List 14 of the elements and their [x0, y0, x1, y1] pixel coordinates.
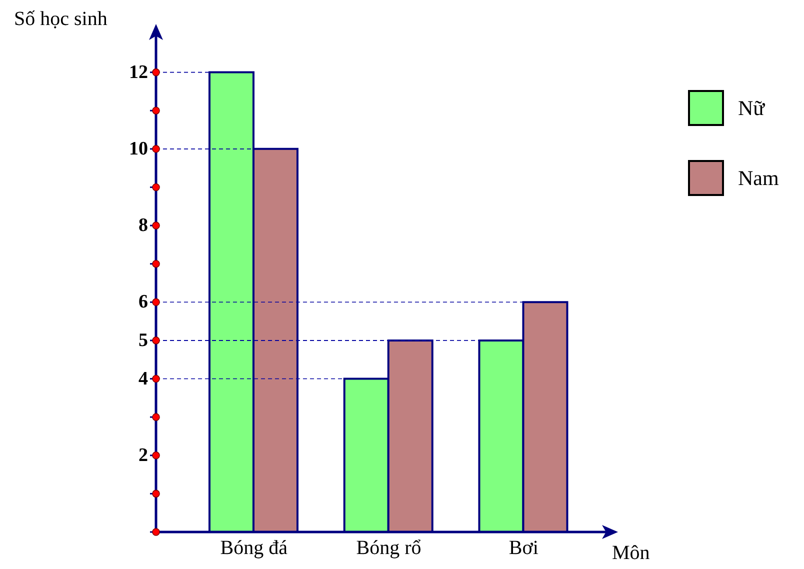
- y-tick-label: 8: [138, 215, 148, 236]
- legend-label: Nam: [738, 166, 779, 190]
- y-tick-label: 10: [129, 138, 148, 160]
- x-tick-label: Bóng rổ: [356, 537, 422, 560]
- y-tick-label: 4: [138, 368, 148, 390]
- y-tick-label: 2: [138, 444, 148, 466]
- x-axis-title: Môn: [612, 542, 650, 565]
- legend-label: Nữ: [738, 96, 765, 120]
- y-tick-label: 5: [138, 330, 148, 351]
- y-axis-title: Số học sinh: [14, 8, 108, 31]
- y-tick-label: 12: [129, 62, 148, 83]
- x-tick-label: Bóng đá: [220, 537, 288, 560]
- x-tick-label: Bơi: [508, 537, 539, 560]
- y-tick-label: 6: [138, 292, 148, 313]
